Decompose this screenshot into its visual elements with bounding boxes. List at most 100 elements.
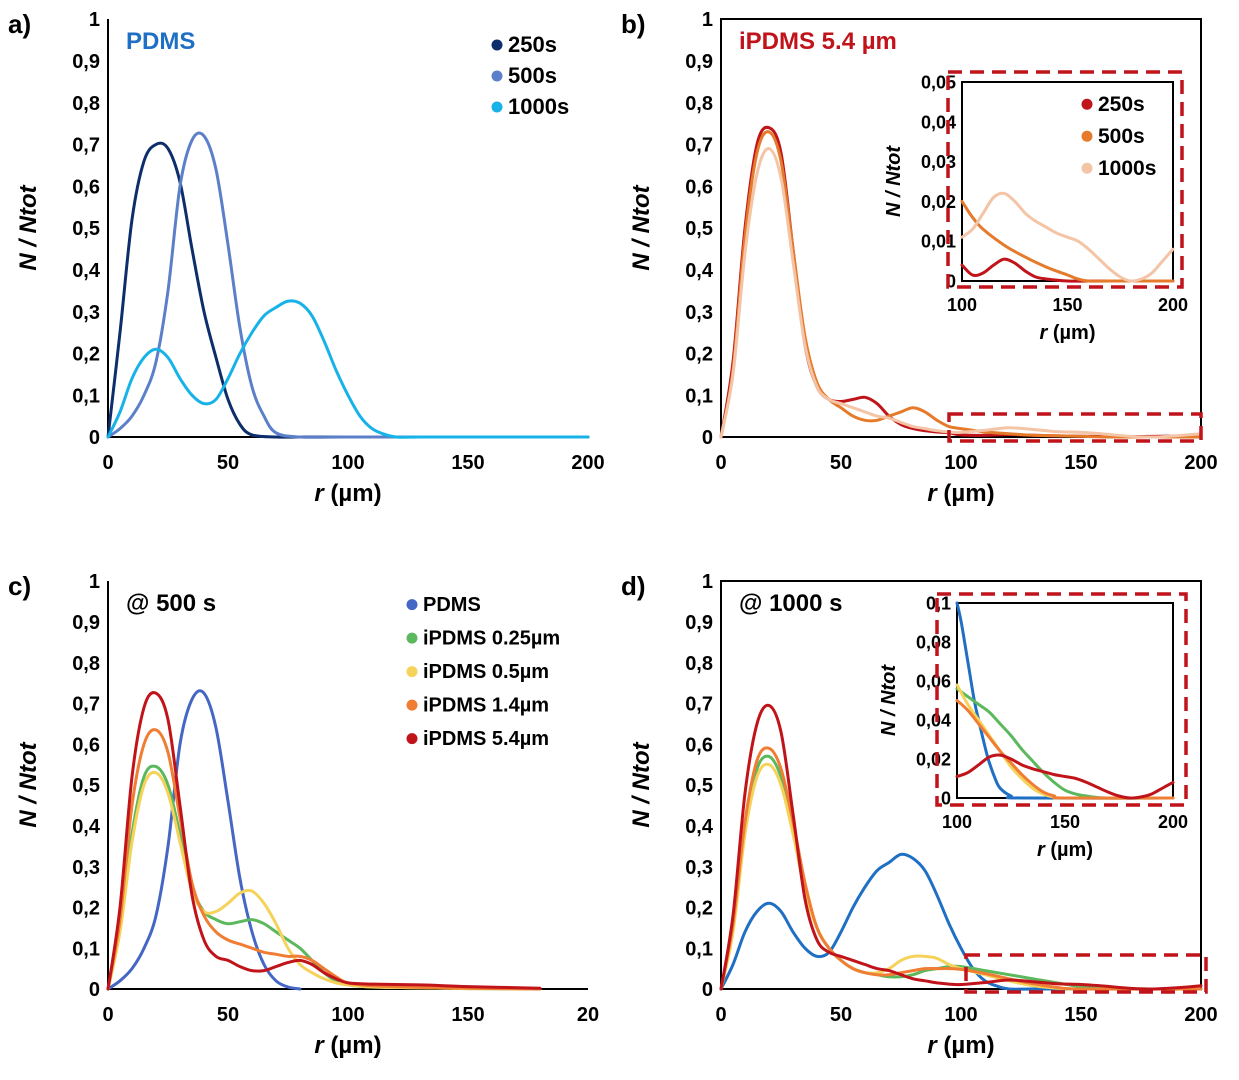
x-axis-label-unit: (µm): [937, 480, 995, 507]
x-tick-label: 50: [830, 1004, 852, 1026]
legend-label: iPDMS 5.4µm: [423, 728, 549, 750]
y-tick-label: 0,04: [916, 710, 951, 730]
legend-marker: [1081, 130, 1093, 142]
y-tick-label: 0,2: [685, 344, 713, 366]
y-tick-label: 0,01: [921, 232, 956, 252]
series-line-ipdms54m: [719, 703, 1203, 991]
series-line-ipdms14m: [955, 699, 1175, 800]
y-tick-label: 0,9: [685, 612, 713, 634]
x-tick-label: 100: [942, 812, 972, 832]
zoom-box-d-region: [964, 953, 1208, 994]
legend-label: 250s: [1098, 93, 1145, 116]
x-tick-label: 200: [1158, 295, 1188, 315]
legend-marker: [406, 666, 418, 678]
legend-marker: [491, 70, 503, 82]
y-tick-label: 0,9: [72, 51, 100, 73]
legend-marker: [406, 632, 418, 644]
x-tick-label: 0: [715, 1004, 726, 1026]
y-tick-label: 1: [702, 9, 713, 31]
y-tick-label: 0,6: [685, 176, 713, 198]
x-axis-label: r (µm): [314, 480, 381, 507]
legend-label: iPDMS 0.5µm: [423, 661, 549, 683]
y-tick-label: 1: [89, 9, 100, 31]
y-tick-label: 0,5: [685, 775, 713, 797]
y-tick-label: 0,5: [72, 218, 100, 240]
chart-d: 0 0,1 0,2 0,3 0,4 0,5 0,6 0,7 0,8 0,9 1 0 50 100 150 20…: [621, 571, 1218, 1059]
plot-background: [962, 82, 1173, 281]
legend-label: 1000s: [1098, 157, 1156, 180]
x-axis-label: r (µm): [927, 480, 994, 507]
x-axis-label-var: r: [927, 480, 938, 507]
y-axis-label: N / Ntot: [15, 741, 42, 827]
x-tick-label: 50: [217, 452, 239, 474]
y-tick-label: 0,1: [72, 938, 100, 960]
y-tick-label: 0,3: [72, 857, 100, 879]
y-axis-label: N / Ntot: [878, 664, 900, 736]
x-axis-label-var: r: [927, 1032, 938, 1059]
y-tick-label: 0,3: [685, 857, 713, 879]
y-tick-label: 0,7: [72, 135, 100, 157]
x-axis-label: r (µm): [927, 1032, 994, 1059]
series-line-ipdms025m: [719, 754, 1203, 991]
legend-marker: [406, 599, 418, 611]
legend-a: 250s 500s 1000s: [491, 32, 569, 119]
y-axis-label: N / Ntot: [15, 184, 42, 270]
x-tick-label: 100: [944, 1004, 977, 1026]
x-tick-label: 150: [1052, 295, 1082, 315]
x-tick-label: 0: [715, 452, 726, 474]
y-tick-label: 0,2: [685, 898, 713, 920]
series-line-ipdms54m: [106, 691, 542, 991]
y-tick-label: 1: [702, 571, 713, 593]
series-line-pdms: [955, 601, 1175, 800]
zoom-box-b-inset: [946, 70, 1184, 289]
y-tick-label: 0,8: [72, 653, 100, 675]
y-tick-label: 0,4: [72, 260, 101, 282]
y-axis-label: N / Ntot: [628, 184, 655, 270]
y-tick-label: 0: [89, 427, 100, 449]
panel-label: b): [621, 9, 646, 39]
legend-marker: [1081, 162, 1093, 174]
x-tick-label: 150: [451, 452, 484, 474]
y-tick-label: 0,2: [72, 898, 100, 920]
legend-label: PDMS: [423, 594, 481, 616]
y-tick-label: 0,4: [685, 260, 714, 282]
y-tick-label: 0,4: [72, 816, 101, 838]
y-tick-label: 0,8: [72, 93, 100, 115]
y-tick-label: 0,4: [685, 816, 714, 838]
legend-label: 250s: [508, 32, 557, 57]
series-line-ipdms14m: [106, 728, 542, 991]
series-line-500s: [106, 131, 590, 439]
legend-label: iPDMS 1.4µm: [423, 695, 549, 717]
legend-marker: [406, 733, 418, 745]
chart-c: 0 0,1 0,2 0,3 0,4 0,5 0,6 0,7 0,8 0,9 1 0 50 100 150 20…: [8, 571, 599, 1059]
series-line-ipdms05m: [106, 770, 542, 991]
series-line-pdms: [106, 689, 302, 991]
y-tick-label: 0,7: [685, 694, 713, 716]
series-line-pdms: [719, 852, 1203, 991]
x-tick-label: 50: [830, 452, 852, 474]
legend-marker: [406, 699, 418, 711]
legend-label: 500s: [508, 63, 557, 88]
y-tick-label: 0,1: [685, 938, 713, 960]
y-tick-label: 0,05: [921, 72, 956, 92]
series-line-1000s: [106, 299, 590, 439]
panel-label: d): [621, 571, 646, 601]
y-tick-label: 0: [89, 979, 100, 1001]
y-tick-label: 0: [702, 979, 713, 1001]
legend-c: PDMS iPDMS 0.25µm iPDMS 0.5µm iPDMS 1.4µm iP…: [406, 594, 560, 750]
x-axis-label-unit: (µm): [324, 480, 382, 507]
y-tick-label: 0,3: [72, 302, 100, 324]
y-tick-label: 0,02: [916, 749, 951, 769]
series-line-1000s: [960, 191, 1175, 283]
y-tick-label: 0,7: [72, 694, 100, 716]
plot-background: [957, 603, 1173, 798]
legend-label: 500s: [1098, 125, 1145, 148]
x-axis-label-var: r: [314, 1032, 325, 1059]
y-tick-label: 0,9: [72, 612, 100, 634]
series-line-ipdms025m: [955, 687, 1175, 800]
x-axis-label-var: r: [1037, 839, 1046, 861]
y-tick-label: 0,6: [685, 734, 713, 756]
y-tick-label: 0,9: [685, 51, 713, 73]
panel-title: @ 1000 s: [739, 590, 842, 617]
